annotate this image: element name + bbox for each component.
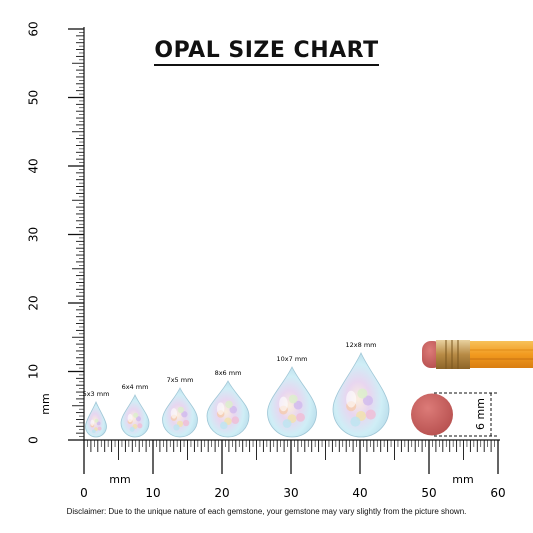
pencil-body xyxy=(470,341,533,368)
horizontal-tick-label: 0 xyxy=(80,486,88,500)
opal-fleck xyxy=(182,419,190,427)
opal-fleck xyxy=(173,424,180,431)
opal-stone: 5x3 mm xyxy=(83,390,110,438)
opal-highlight xyxy=(170,408,178,419)
vertical-tick-label: 30 xyxy=(27,227,41,242)
horizontal-ruler-labels: 0 10 20 30 40 50 60 xyxy=(80,486,505,500)
opal-fleck xyxy=(94,418,99,423)
vertical-tick-label: 10 xyxy=(27,364,41,379)
vertical-tick-label: 60 xyxy=(27,21,41,36)
horizontal-tick-label: 20 xyxy=(214,486,229,500)
pencil-illustration xyxy=(422,340,533,369)
opal-stones: 5x3 mm 6x4 mm 7x5 mm 8x6 mm 10x7 mm 12x8 mm xyxy=(83,341,390,438)
horizontal-ruler-unit-left: mm xyxy=(109,473,130,486)
vertical-ruler: 0 10 20 30 40 50 60 mm xyxy=(27,21,85,444)
horizontal-tick-label: 10 xyxy=(145,486,160,500)
opal-stone: 7x5 mm xyxy=(162,376,198,438)
opal-highlight xyxy=(216,402,225,415)
horizontal-ruler: 0 10 20 30 40 50 60 mm mm xyxy=(80,439,506,500)
horizontal-tick-label: 30 xyxy=(283,486,298,500)
vertical-tick-label: 20 xyxy=(27,295,41,310)
opal-fleck xyxy=(135,416,142,422)
vertical-ruler-unit: mm xyxy=(39,393,52,414)
horizontal-tick-label: 60 xyxy=(490,486,505,500)
opal-fleck xyxy=(137,423,143,429)
opal-fleck xyxy=(293,400,303,410)
opal-size-label: 8x6 mm xyxy=(215,369,242,377)
opal-fleck xyxy=(282,419,292,428)
disclaimer-text: Disclaimer: Due to the unique nature of … xyxy=(66,507,467,516)
opal-highlight xyxy=(90,419,95,426)
opal-stone-body xyxy=(206,380,250,438)
opal-fleck xyxy=(133,412,139,418)
opal-highlight xyxy=(346,390,357,408)
vertical-ruler-labels: 0 10 20 30 40 50 60 xyxy=(27,21,41,443)
horizontal-ruler-unit-right: mm xyxy=(452,473,473,486)
opal-size-label: 6x4 mm xyxy=(122,383,149,391)
page-title-text: OPAL SIZE CHART xyxy=(154,38,379,66)
eraser-reference: 6 mm xyxy=(411,392,497,437)
opal-size-label: 7x5 mm xyxy=(167,376,194,384)
opal-highlight xyxy=(279,396,288,412)
horizontal-ruler-ticks xyxy=(83,440,499,474)
horizontal-tick-label: 40 xyxy=(352,486,367,500)
opal-fleck xyxy=(231,416,240,424)
vertical-tick-label: 0 xyxy=(27,436,41,444)
opal-fleck xyxy=(357,388,368,399)
opal-fleck xyxy=(296,412,305,422)
pencil-ferrule xyxy=(436,340,470,369)
opal-fleck xyxy=(177,406,185,414)
opal-fleck xyxy=(362,395,374,406)
opal-fleck xyxy=(288,394,298,404)
page-title: OPAL SIZE CHART xyxy=(0,38,533,66)
opal-size-label: 10x7 mm xyxy=(277,355,308,363)
opal-stone: 8x6 mm xyxy=(206,369,250,438)
horizontal-tick-label: 50 xyxy=(421,486,436,500)
opal-fleck xyxy=(92,429,96,434)
vertical-ruler-ticks xyxy=(68,28,84,441)
opal-fleck xyxy=(181,411,188,418)
opal-fleck xyxy=(365,409,376,420)
opal-size-label: 5x3 mm xyxy=(83,390,110,398)
eraser-size-label: 6 mm xyxy=(474,398,487,430)
eraser-circle xyxy=(411,393,453,436)
opal-fleck xyxy=(97,426,102,431)
opal-fleck xyxy=(96,421,101,426)
vertical-tick-label: 40 xyxy=(27,158,41,173)
opal-fleck xyxy=(350,416,361,427)
opal-fleck xyxy=(220,421,228,430)
opal-stone: 10x7 mm xyxy=(267,355,317,438)
opal-fleck xyxy=(229,405,238,414)
opal-size-label: 12x8 mm xyxy=(346,341,377,349)
opal-fleck xyxy=(225,400,233,409)
opal-fleck xyxy=(129,426,135,432)
vertical-tick-label: 50 xyxy=(27,90,41,105)
opal-stone: 6x4 mm xyxy=(120,383,150,438)
opal-stone: 12x8 mm xyxy=(332,341,390,438)
opal-highlight xyxy=(127,413,133,423)
